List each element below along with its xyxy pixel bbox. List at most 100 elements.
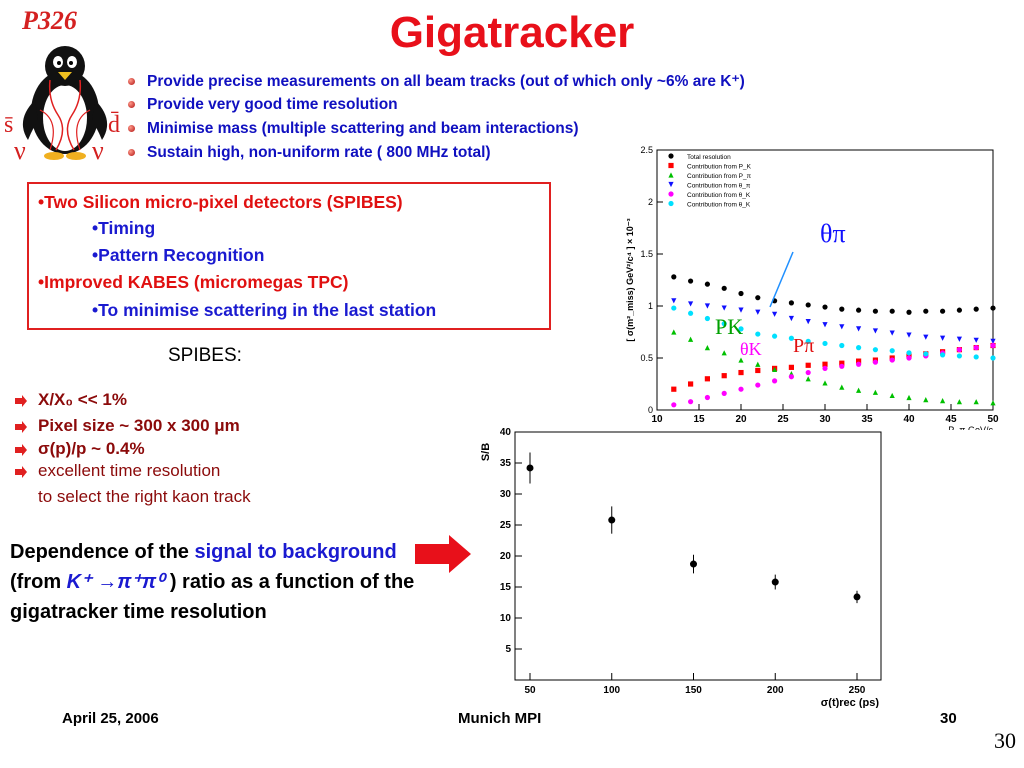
data-point [688,301,694,307]
annotation-label: θπ [820,219,846,248]
footer-place: Munich MPI [458,710,542,727]
arrow-bullet-icon [15,420,27,433]
box-line: •Pattern Recognition [92,245,265,265]
x-axis-label: σ(t)rec (ps) [821,697,880,708]
data-point [973,337,979,343]
arrow-bullet-icon [15,465,27,478]
legend-label: Contribution from P_K [687,164,752,171]
data-point [839,342,845,349]
data-point [839,384,845,390]
data-point [704,376,710,382]
box-line-text: To minimise scattering in the last stati… [98,300,437,320]
data-point [940,352,946,358]
data-point [608,516,616,524]
data-point [856,307,862,313]
data-point [956,307,962,313]
box-line: •Two Silicon micro-pixel detectors (SPIB… [38,192,403,212]
y-axis-label: S/B [480,443,492,461]
data-point [738,307,744,313]
data-point [788,335,794,341]
bullet-text: Minimise mass (multiple scattering and b… [147,120,579,137]
data-point [688,278,694,284]
data-point [906,309,912,315]
data-point [738,326,744,332]
data-point [526,464,534,472]
data-point [671,386,677,392]
data-point [738,386,744,392]
x-tick-label: 50 [524,685,536,696]
logo-text: P326 [22,6,77,35]
y-tick-label: 30 [500,489,512,500]
data-point [923,351,929,357]
data-point [990,355,996,361]
data-point [704,315,710,322]
data-point [856,326,862,332]
annotation-label: θK [740,339,762,359]
data-point [704,281,710,287]
data-point [872,359,878,365]
data-point [671,402,677,408]
data-point [738,369,744,376]
annotation-label: PK [715,314,743,339]
data-point [822,365,828,371]
y-tick-label: 0.5 [640,353,653,363]
data-point [721,390,727,396]
dependence-part: Dependence of the [10,541,195,563]
box-line-text: Timing [98,218,156,238]
bullet-icon [128,78,135,86]
legend-marker [668,162,674,169]
annotation-label: Pπ [793,335,814,357]
data-point [721,305,727,311]
spibes-item-text: X/X₀ << 1% [38,390,127,409]
x-tick-label: 40 [903,414,915,425]
data-point [755,367,761,374]
data-point [856,361,862,367]
data-point [788,374,794,380]
data-point [690,560,697,568]
box-line-text: Improved KABES (micromegas TPC) [44,272,349,292]
data-point [889,357,895,363]
footer-date: April 25, 2006 [62,710,159,727]
data-point [721,350,727,356]
plot-frame [514,431,882,681]
data-point [805,376,811,382]
x-axis-label: P_π GeV/c [948,425,993,430]
data-point [738,290,744,297]
data-point [906,332,912,338]
data-point [940,335,946,341]
data-point [688,336,694,342]
penguin-icon [22,46,108,160]
data-point [839,324,845,330]
x-tick-label: 200 [767,685,784,696]
x-tick-label: 10 [651,414,663,425]
p326-logo: P326 s̄ ν d̄ ν [0,0,130,175]
box-line: •To minimise scattering in the last stat… [92,300,437,320]
spibes-item-text: excellent time resolution [38,461,221,480]
data-point [889,392,895,399]
x-tick-label: 25 [777,414,789,425]
data-point [721,321,727,327]
data-point [755,382,761,388]
data-point [805,319,811,325]
data-point [788,315,794,322]
data-point [872,308,878,314]
data-point [906,355,912,361]
arrow-bullet-icon [15,394,27,407]
spibes-box [27,182,551,330]
data-point [704,303,710,309]
data-point [889,348,895,354]
x-tick-label: 50 [987,414,999,425]
logo-right-label-bottom: ν [92,136,104,165]
data-point [906,350,912,356]
data-point [671,274,677,280]
dependence-decay: K⁺ →π⁺π⁰ [66,571,165,593]
data-point [772,311,778,317]
legend-label: Total resolution [687,154,731,161]
x-tick-label: 35 [861,414,873,425]
data-point [990,342,996,349]
y-tick-label: 2 [648,197,653,207]
data-point [805,302,811,308]
box-line-text: Two Silicon micro-pixel detectors (SPIBE… [44,192,403,212]
data-point [839,306,845,312]
data-point [755,309,761,315]
